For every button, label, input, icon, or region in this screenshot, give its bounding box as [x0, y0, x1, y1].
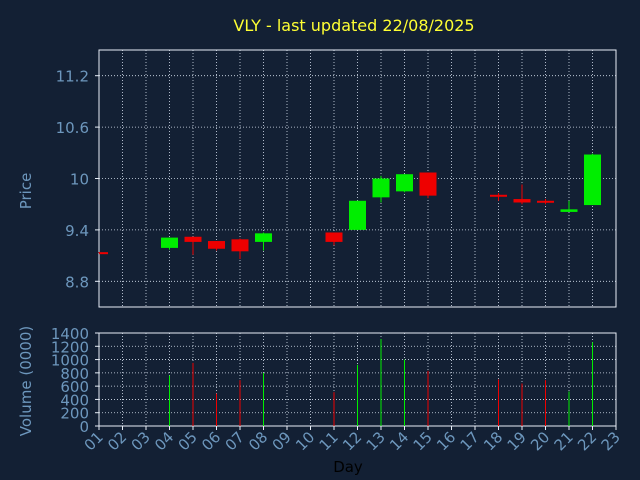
volume-axis-label: Volume (0000): [17, 326, 35, 436]
candle-20: [537, 199, 554, 205]
volume-tick-label: 600: [60, 378, 89, 396]
chart-title: VLY - last updated 22/08/2025: [233, 16, 474, 35]
candle-06: [208, 241, 225, 251]
candle-14: [396, 174, 413, 193]
candle-body: [513, 199, 531, 203]
volume-tick-label: 400: [60, 391, 89, 409]
candle-13: [372, 175, 390, 203]
candle-body: [184, 236, 202, 242]
candle-body: [584, 154, 601, 206]
candle-08: [255, 232, 272, 251]
x-axis-label: Day: [333, 458, 363, 476]
volume-tick-label: 0: [79, 418, 89, 436]
candle-01: [98, 252, 108, 255]
candle-05: [184, 236, 202, 255]
price-tick-label: 9.4: [65, 222, 89, 240]
candle-body: [396, 174, 413, 192]
candle-body: [325, 232, 343, 242]
candle-07: [231, 238, 249, 260]
price-panel: 8.8 9.4 10 10.6 11.2: [56, 49, 617, 308]
price-tick-label: 10: [70, 171, 89, 189]
candle-body: [255, 233, 272, 242]
candle-body: [560, 209, 578, 212]
price-tick-label: 11.2: [56, 68, 89, 86]
volume-tick-label: 1000: [51, 352, 89, 370]
volume-tick-label: 1400: [51, 325, 89, 343]
price-tick-label: 8.8: [65, 273, 89, 291]
volume-tick-label: 800: [60, 365, 89, 383]
candle-11: [325, 232, 343, 246]
candle-body: [372, 178, 390, 198]
candle-body: [231, 239, 249, 252]
candle-12: [349, 200, 366, 230]
candle-body: [161, 237, 178, 248]
candle-22: [584, 153, 601, 206]
candle-body: [490, 194, 507, 197]
volume-tick-label: 1200: [51, 338, 89, 356]
price-axis-label: Price: [17, 173, 35, 210]
volume-tick-label: 200: [60, 405, 89, 423]
candle-body: [99, 252, 108, 255]
candle-04: [161, 237, 178, 250]
candle-15: [419, 172, 437, 199]
x-axis: 0102030405060708091011121314151617181920…: [81, 426, 624, 454]
price-tick-label: 10.6: [56, 119, 89, 137]
price-panel-frame: [98, 49, 617, 308]
candle-body: [419, 172, 437, 196]
candle-21: [560, 200, 578, 212]
candle-body: [208, 241, 225, 249]
candle-19: [513, 184, 531, 205]
candle-body: [537, 200, 554, 203]
candle-body: [349, 200, 366, 230]
candle-18: [490, 193, 507, 201]
